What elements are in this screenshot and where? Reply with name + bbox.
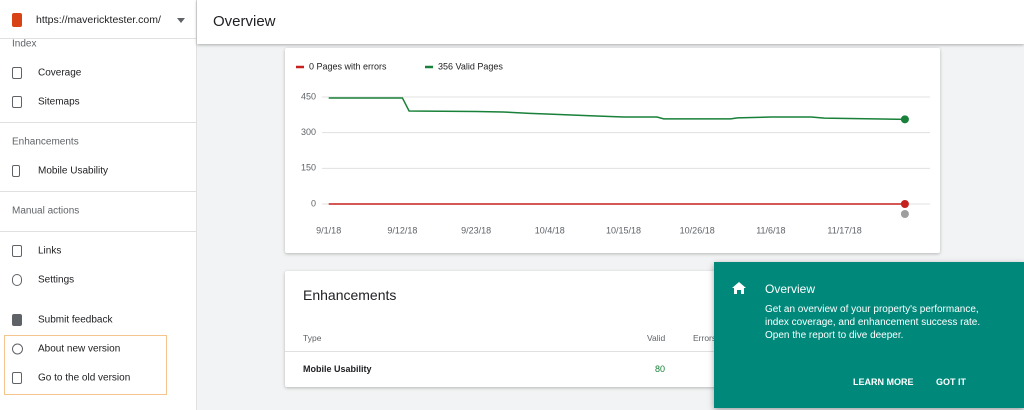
chart-card [285, 48, 940, 253]
home-icon [732, 282, 746, 294]
mobile-icon [12, 165, 20, 177]
nav-item[interactable]: Sitemaps [38, 96, 80, 108]
top-bar: Overview [197, 0, 1024, 44]
site-icon [12, 13, 22, 27]
info-icon [12, 343, 23, 355]
highlight-box [4, 335, 167, 395]
divider [285, 351, 940, 352]
nav-item[interactable]: About new version [38, 343, 121, 355]
settings-icon [12, 274, 22, 286]
exit-icon [12, 372, 22, 384]
divider [0, 191, 196, 192]
row-type[interactable]: Mobile Usability [303, 364, 372, 374]
divider [0, 122, 196, 123]
column-header: Errors [693, 333, 717, 343]
card-title: Enhancements [303, 287, 397, 303]
sidebar: https://mavericktester.com/ Index Covera… [0, 0, 197, 410]
column-header: Valid [647, 333, 666, 343]
column-header: Type [303, 333, 322, 343]
popup-title: Overview [765, 282, 816, 296]
divider [0, 231, 196, 232]
coverage-icon [12, 67, 22, 79]
feedback-icon [12, 314, 22, 326]
nav-item[interactable]: Go to the old version [38, 372, 131, 384]
tooltip-popup: Overview Get an overview of your propert… [714, 262, 1024, 408]
row-valid: 80 [655, 364, 666, 374]
page-title: Overview [213, 13, 276, 30]
nav-item[interactable]: Mobile Usability [38, 165, 109, 177]
section-label[interactable]: Enhancements [12, 136, 79, 148]
section-label[interactable]: Index [12, 38, 37, 50]
nav-item[interactable]: Settings [38, 274, 75, 286]
nav-item[interactable]: Submit feedback [38, 314, 113, 326]
learn-more-button[interactable]: LEARN MORE [853, 377, 914, 387]
got-it-button[interactable]: GOT IT [936, 377, 966, 387]
site-url[interactable]: https://mavericktester.com/ [36, 14, 161, 26]
sitemaps-icon [12, 96, 22, 108]
dropdown-arrow[interactable] [177, 18, 185, 27]
divider [0, 38, 196, 39]
nav-item[interactable]: Coverage [38, 67, 82, 79]
section-label[interactable]: Manual actions [12, 205, 80, 217]
nav-item[interactable]: Links [38, 245, 62, 257]
links-icon [12, 245, 22, 257]
popup-body: Get an overview of your property's perfo… [765, 304, 981, 341]
